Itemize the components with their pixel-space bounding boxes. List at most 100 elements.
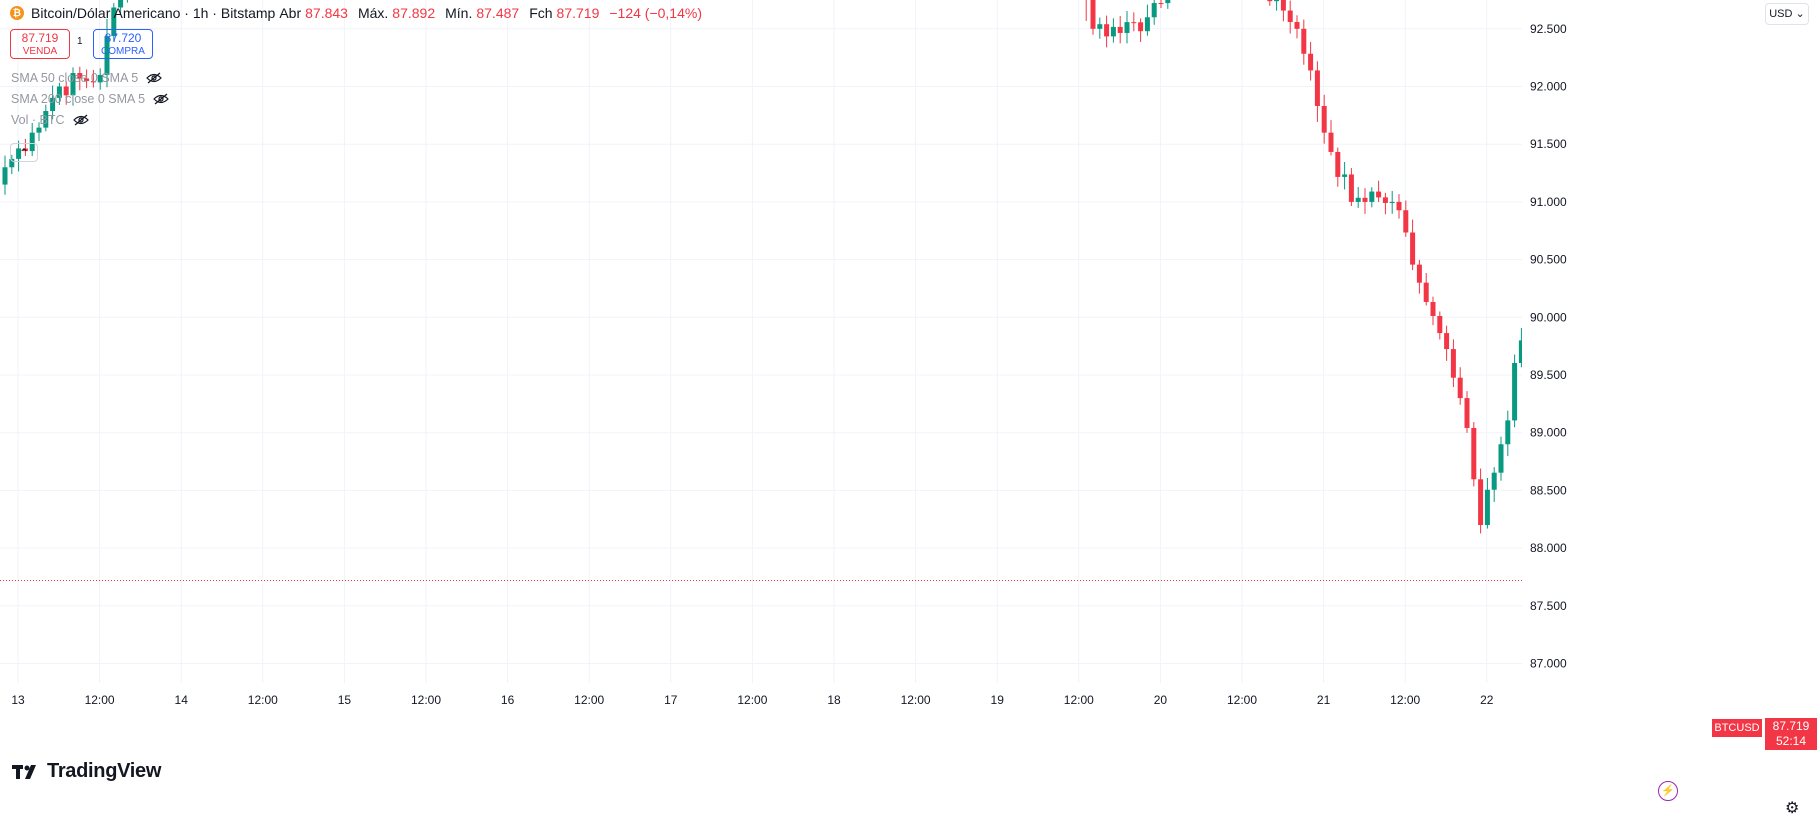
- candle: [1389, 190, 1395, 214]
- candle: [1342, 161, 1348, 190]
- candle-body: [1369, 191, 1375, 202]
- currency-label: USD: [1769, 8, 1793, 20]
- candle-body: [1117, 26, 1123, 33]
- candle: [1362, 188, 1368, 214]
- candle: [1512, 354, 1518, 428]
- candle: [50, 85, 56, 120]
- time-tick: 16: [501, 693, 515, 707]
- candle-body: [97, 74, 103, 83]
- candle-body: [1110, 26, 1116, 37]
- eye-crossed-icon[interactable]: [72, 114, 89, 126]
- candle: [22, 138, 28, 156]
- indicator-sma-50[interactable]: SMA 50 close 0 SMA 5: [11, 71, 163, 85]
- time-tick: 12:00: [901, 693, 931, 707]
- time-axis[interactable]: 13 12:00 14 12:00 15 12:00 16 12:00 17 12:00 18 12:…: [11, 693, 1493, 707]
- candle: [1267, 0, 1273, 6]
- candle-body: [1410, 232, 1416, 265]
- candle-body: [2, 167, 8, 185]
- candle: [104, 18, 110, 88]
- currency-selector[interactable]: USD ⌄: [1765, 3, 1809, 25]
- price-tick: 88.000: [1530, 541, 1567, 555]
- candle: [1314, 61, 1320, 122]
- candle-body: [1498, 444, 1504, 473]
- indicator-label: SMA 200 close 0 SMA 5: [11, 92, 146, 106]
- indicator-volume[interactable]: Vol · BTC: [11, 113, 89, 127]
- open-label: Abr: [279, 5, 302, 21]
- eye-crossed-icon[interactable]: [146, 72, 163, 84]
- tradingview-logo[interactable]: TradingView: [12, 760, 161, 783]
- last-price-value: 87.719: [1772, 719, 1810, 733]
- candle-body: [36, 127, 42, 133]
- candle-body: [1478, 479, 1484, 526]
- eye-crossed-icon[interactable]: [153, 93, 169, 105]
- candle: [1403, 200, 1409, 237]
- buy-button[interactable]: 87.720 COMPRA: [93, 29, 153, 59]
- high-value: 87.892: [392, 5, 436, 21]
- candle: [1430, 296, 1436, 326]
- candle-body: [1151, 3, 1157, 18]
- sell-button[interactable]: 87.719 VENDA: [10, 29, 70, 59]
- candle-body: [1382, 197, 1388, 203]
- low-label: Mín.: [445, 5, 473, 21]
- candle-body: [1389, 201, 1395, 203]
- candle: [1437, 311, 1443, 340]
- candle-body: [1104, 24, 1110, 37]
- indicator-sma-200[interactable]: SMA 200 close 0 SMA 5: [11, 92, 169, 106]
- buy-price: 87.720: [104, 31, 142, 45]
- candle: [1518, 327, 1524, 368]
- lightning-icon[interactable]: ⚡: [1658, 781, 1678, 801]
- collapse-legend-button[interactable]: ⌃: [10, 143, 38, 162]
- tradingview-mark-icon: [12, 764, 36, 779]
- candle: [1369, 187, 1375, 208]
- price-tick: 87.000: [1530, 657, 1567, 671]
- candle-body: [1321, 105, 1327, 133]
- candle: [1117, 15, 1123, 44]
- candle: [1505, 410, 1511, 457]
- candle-body: [1144, 17, 1150, 32]
- candle-body: [1165, 0, 1171, 4]
- time-tick: 22: [1480, 693, 1494, 707]
- price-tick: 92.000: [1530, 80, 1567, 94]
- time-tick: 12:00: [248, 693, 278, 707]
- candle-series: [2, 0, 1620, 726]
- candle-body: [1437, 315, 1443, 334]
- candle-body: [104, 36, 110, 75]
- candle: [126, 0, 128, 3]
- candle-body: [70, 73, 76, 96]
- candle: [1328, 120, 1334, 156]
- price-axis[interactable]: 87.000 87.500 88.000 88.500 89.000 89.500 90.0…: [1522, 0, 1817, 825]
- sell-price: 87.719: [21, 31, 59, 45]
- price-tick: 89.000: [1530, 426, 1567, 440]
- time-tick: 12:00: [737, 693, 767, 707]
- candle: [1131, 12, 1137, 32]
- candle: [70, 67, 76, 106]
- time-tick: 21: [1317, 693, 1331, 707]
- time-tick: 12:00: [1390, 693, 1420, 707]
- symbol-title[interactable]: Bitcoin/Dólar Americano · 1h · Bitstamp: [31, 5, 276, 21]
- candle-body: [16, 148, 22, 159]
- brand-name: TradingView: [47, 760, 162, 782]
- time-tick: 12:00: [1064, 693, 1094, 707]
- candle-body: [1314, 70, 1320, 106]
- candle: [1464, 391, 1470, 433]
- candle: [1165, 0, 1171, 9]
- candle-body: [1348, 174, 1354, 202]
- gear-icon[interactable]: ⚙: [1785, 800, 1800, 817]
- candle: [29, 122, 35, 157]
- candle: [1144, 4, 1150, 36]
- price-tick: 90.000: [1530, 310, 1567, 324]
- time-tick: 20: [1154, 693, 1168, 707]
- candle: [1491, 467, 1497, 502]
- spread-value: 1: [77, 36, 83, 47]
- candle-body: [1376, 191, 1382, 198]
- candle-body: [118, 0, 124, 8]
- candle-body: [1355, 197, 1361, 202]
- candle-body: [1280, 0, 1286, 11]
- candle: [1471, 422, 1477, 487]
- candle: [1444, 325, 1450, 361]
- candle-body: [111, 7, 117, 37]
- candle: [1301, 19, 1307, 65]
- candle: [36, 122, 42, 141]
- candle-body: [22, 148, 28, 152]
